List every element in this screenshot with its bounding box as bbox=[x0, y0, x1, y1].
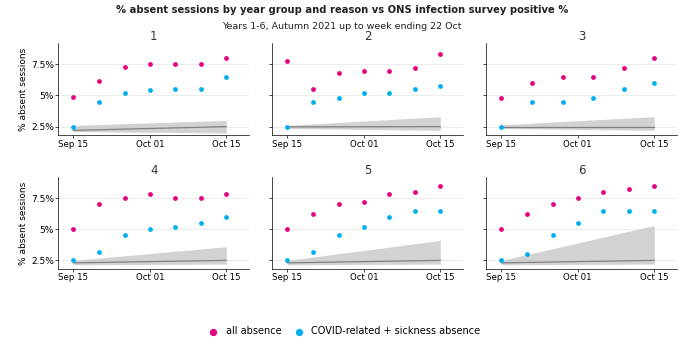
Point bbox=[221, 191, 232, 197]
Y-axis label: % absent sessions: % absent sessions bbox=[19, 181, 28, 265]
Point bbox=[648, 183, 659, 188]
Point bbox=[196, 220, 207, 226]
Point bbox=[521, 252, 532, 257]
Point bbox=[648, 208, 659, 213]
Point bbox=[410, 87, 421, 92]
Point bbox=[282, 258, 293, 263]
Point bbox=[196, 87, 207, 92]
Point bbox=[435, 83, 446, 88]
Point bbox=[68, 258, 79, 263]
Point bbox=[93, 201, 104, 207]
Point bbox=[170, 195, 181, 201]
Point bbox=[384, 214, 395, 219]
Point bbox=[557, 74, 568, 80]
Point bbox=[573, 220, 583, 226]
Point bbox=[618, 87, 629, 92]
Point bbox=[282, 124, 293, 129]
Point bbox=[119, 90, 130, 96]
Point bbox=[598, 189, 609, 195]
Point bbox=[307, 99, 318, 105]
Y-axis label: % absent sessions: % absent sessions bbox=[19, 48, 28, 131]
Point bbox=[144, 191, 155, 197]
Point bbox=[221, 55, 232, 61]
Point bbox=[333, 95, 344, 101]
Point bbox=[68, 124, 79, 129]
Point bbox=[384, 68, 395, 73]
Point bbox=[410, 208, 421, 213]
Point bbox=[496, 258, 507, 263]
Title: 4: 4 bbox=[150, 164, 157, 177]
Title: 1: 1 bbox=[150, 30, 157, 43]
Point bbox=[68, 94, 79, 99]
Point bbox=[527, 80, 538, 86]
Point bbox=[624, 187, 635, 192]
Point bbox=[282, 226, 293, 232]
Point bbox=[68, 226, 79, 232]
Point bbox=[282, 58, 293, 63]
Point bbox=[598, 208, 609, 213]
Point bbox=[410, 65, 421, 71]
Point bbox=[496, 124, 507, 129]
Point bbox=[93, 99, 104, 105]
Point bbox=[624, 208, 635, 213]
Point bbox=[170, 224, 181, 229]
Point bbox=[358, 68, 369, 73]
Title: 6: 6 bbox=[578, 164, 586, 177]
Point bbox=[307, 211, 318, 217]
Point bbox=[221, 74, 232, 80]
Point bbox=[527, 99, 538, 105]
Point bbox=[547, 201, 558, 207]
Title: 3: 3 bbox=[578, 30, 586, 43]
Point bbox=[119, 64, 130, 70]
Legend: all absence, COVID-related + sickness absence: all absence, COVID-related + sickness ab… bbox=[200, 322, 484, 340]
Point bbox=[119, 233, 130, 238]
Point bbox=[358, 90, 369, 96]
Point bbox=[384, 90, 395, 96]
Point bbox=[588, 95, 598, 101]
Point bbox=[93, 78, 104, 83]
Point bbox=[547, 233, 558, 238]
Title: 2: 2 bbox=[364, 30, 371, 43]
Text: % absent sessions by year group and reason vs ONS infection survey positive %: % absent sessions by year group and reas… bbox=[116, 5, 568, 15]
Point bbox=[435, 208, 446, 213]
Point bbox=[648, 80, 659, 86]
Point bbox=[93, 249, 104, 254]
Point bbox=[196, 61, 207, 67]
Point bbox=[170, 61, 181, 67]
Point bbox=[496, 226, 507, 232]
Title: 5: 5 bbox=[364, 164, 371, 177]
Point bbox=[307, 87, 318, 92]
Text: Years 1-6, Autumn 2021 up to week ending 22 Oct: Years 1-6, Autumn 2021 up to week ending… bbox=[222, 22, 462, 31]
Point bbox=[196, 195, 207, 201]
Point bbox=[648, 55, 659, 61]
Point bbox=[618, 65, 629, 71]
Point bbox=[435, 183, 446, 188]
Point bbox=[358, 224, 369, 229]
Point bbox=[384, 191, 395, 197]
Point bbox=[170, 87, 181, 92]
Point bbox=[333, 70, 344, 76]
Point bbox=[144, 88, 155, 93]
Point bbox=[333, 201, 344, 207]
Point bbox=[358, 199, 369, 205]
Point bbox=[496, 95, 507, 101]
Point bbox=[119, 195, 130, 201]
Point bbox=[557, 99, 568, 105]
Point bbox=[410, 189, 421, 195]
Point bbox=[307, 249, 318, 254]
Point bbox=[573, 195, 583, 201]
Point bbox=[144, 226, 155, 232]
Point bbox=[435, 52, 446, 57]
Point bbox=[144, 61, 155, 67]
Point bbox=[221, 214, 232, 219]
Point bbox=[333, 233, 344, 238]
Point bbox=[588, 74, 598, 80]
Point bbox=[521, 211, 532, 217]
